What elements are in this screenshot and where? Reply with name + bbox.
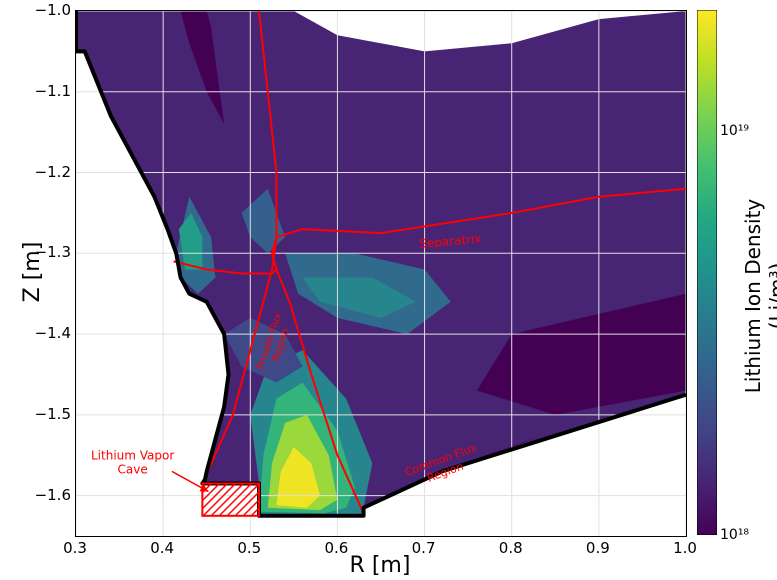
- xtick-label: 0.7: [412, 539, 436, 557]
- colorbar-tick-label: 10¹⁹: [720, 123, 749, 139]
- ytick-label: −1.6: [31, 486, 71, 504]
- xtick-label: 0.3: [63, 539, 87, 557]
- xtick-label: 0.8: [499, 539, 523, 557]
- xtick-label: 0.4: [150, 539, 174, 557]
- xtick-label: 1.0: [673, 539, 697, 557]
- chart-container: Z [m] SeparatrixPrivate FluxRegionCommon…: [0, 0, 777, 580]
- ytick-label: −1.0: [31, 1, 71, 19]
- xtick-label: 0.5: [237, 539, 261, 557]
- colorbar-label: Lithium Ion Density (Li/m³): [741, 166, 777, 426]
- ytick-label: −1.1: [31, 82, 71, 100]
- colorbar: [697, 10, 717, 535]
- plot-annotation: Cave: [118, 462, 148, 476]
- ytick-label: −1.4: [31, 324, 71, 342]
- lithium-vapor-cave-box: [202, 484, 259, 516]
- xtick-label: 0.6: [324, 539, 348, 557]
- plot-area: SeparatrixPrivate FluxRegionCommon FluxR…: [75, 10, 687, 537]
- plot-annotation: Lithium Vapor: [91, 448, 174, 462]
- ytick-label: −1.3: [31, 243, 71, 261]
- x-axis-label: R [m]: [350, 553, 411, 578]
- colorbar-tick-label: 10¹⁸: [720, 527, 749, 543]
- ytick-label: −1.5: [31, 405, 71, 423]
- ytick-label: −1.2: [31, 163, 71, 181]
- xtick-label: 0.9: [586, 539, 610, 557]
